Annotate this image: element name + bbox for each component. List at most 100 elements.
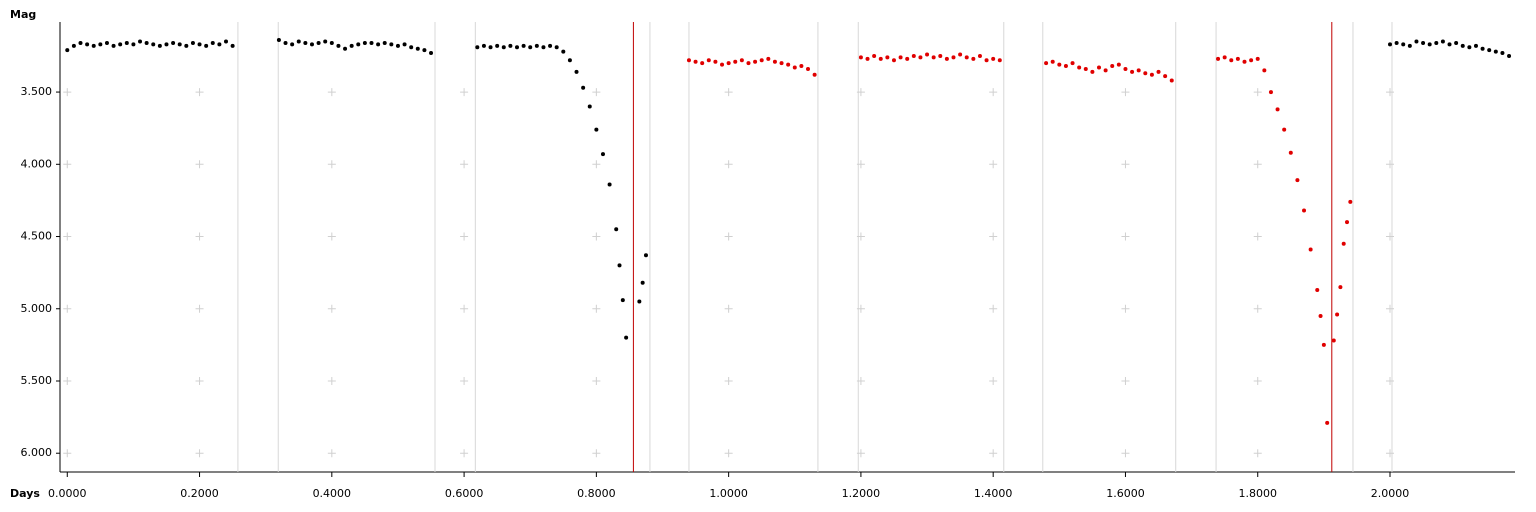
data-point: [554, 45, 559, 50]
data-point: [1249, 58, 1254, 63]
data-point: [1169, 78, 1174, 83]
data-point: [190, 40, 195, 45]
data-point: [481, 43, 486, 48]
data-point: [620, 298, 625, 303]
data-point: [316, 40, 321, 45]
data-point: [991, 56, 996, 61]
data-point: [389, 42, 394, 47]
x-tick-label: 0.6000: [445, 487, 484, 500]
data-point: [1222, 55, 1227, 60]
data-point: [157, 43, 162, 48]
data-point: [1070, 61, 1075, 66]
grid-cross: [195, 160, 204, 169]
data-point: [171, 40, 176, 45]
data-point: [951, 55, 956, 60]
data-point: [534, 43, 539, 48]
data-point: [1308, 247, 1313, 252]
grid-cross: [989, 376, 998, 385]
data-point: [1110, 64, 1115, 69]
data-point: [65, 48, 70, 53]
data-point: [1331, 338, 1336, 343]
grid-cross: [1121, 304, 1130, 313]
grid-cross: [1121, 449, 1130, 458]
data-point: [1063, 64, 1068, 69]
data-point: [402, 42, 407, 47]
data-point: [739, 58, 744, 63]
data-point: [1345, 220, 1350, 225]
grid-cross: [1253, 304, 1262, 313]
grid-cross: [856, 376, 865, 385]
grid-cross: [327, 304, 336, 313]
data-point: [111, 43, 116, 48]
data-point: [1156, 69, 1161, 74]
data-point: [1302, 208, 1307, 213]
data-point: [799, 64, 804, 69]
grid-cross: [1253, 232, 1262, 241]
data-point: [720, 62, 725, 67]
data-point: [574, 69, 579, 74]
data-point: [1325, 420, 1330, 425]
x-tick-label: 1.4000: [974, 487, 1013, 500]
grid-cross: [724, 449, 733, 458]
data-point: [303, 40, 308, 45]
data-point: [700, 61, 705, 66]
data-point: [878, 56, 883, 61]
x-axis-title: Days: [10, 487, 40, 500]
data-point: [138, 39, 143, 44]
data-point: [617, 263, 622, 268]
data-point: [1057, 62, 1062, 67]
grid-cross: [724, 88, 733, 97]
data-point: [944, 56, 949, 61]
data-point: [614, 227, 619, 232]
grid-cross: [460, 449, 469, 458]
grid-cross: [592, 232, 601, 241]
data-point: [1335, 312, 1340, 317]
grid-cross: [989, 449, 998, 458]
data-point: [1338, 285, 1343, 290]
grid-cross: [1386, 376, 1394, 385]
grid-cross: [195, 232, 204, 241]
grid-cross: [592, 160, 601, 169]
grid-cross: [460, 376, 469, 385]
data-point: [85, 42, 90, 47]
grid-cross: [460, 232, 469, 241]
data-point: [905, 56, 910, 61]
grid-cross: [1253, 88, 1262, 97]
data-point: [1103, 68, 1108, 73]
data-point: [733, 59, 738, 64]
data-point: [1394, 40, 1399, 45]
data-point: [415, 46, 420, 51]
data-point: [1315, 287, 1320, 292]
x-tick-label: 1.6000: [1106, 487, 1145, 500]
data-point: [1050, 59, 1055, 64]
data-point: [693, 59, 698, 64]
data-point: [71, 43, 76, 48]
data-point: [343, 46, 348, 51]
data-point: [858, 55, 863, 60]
data-point: [1507, 53, 1512, 58]
data-point: [131, 42, 136, 47]
x-tick-label: 1.8000: [1238, 487, 1277, 500]
data-point: [898, 55, 903, 60]
data-point: [1467, 45, 1472, 50]
data-point: [984, 58, 989, 63]
data-point: [1348, 199, 1353, 204]
data-point: [1401, 42, 1406, 47]
data-point: [812, 72, 817, 77]
grid-cross: [989, 232, 998, 241]
data-point: [1262, 68, 1267, 73]
data-point: [336, 43, 341, 48]
data-point: [1318, 313, 1323, 318]
data-point: [124, 40, 129, 45]
data-point: [587, 104, 592, 109]
data-point: [488, 45, 493, 50]
data-point: [521, 43, 526, 48]
data-point: [429, 51, 434, 56]
data-point: [541, 45, 546, 50]
data-point: [349, 43, 354, 48]
data-point: [607, 182, 612, 187]
data-point: [1341, 241, 1346, 246]
grid-cross: [327, 88, 336, 97]
data-point: [184, 43, 189, 48]
